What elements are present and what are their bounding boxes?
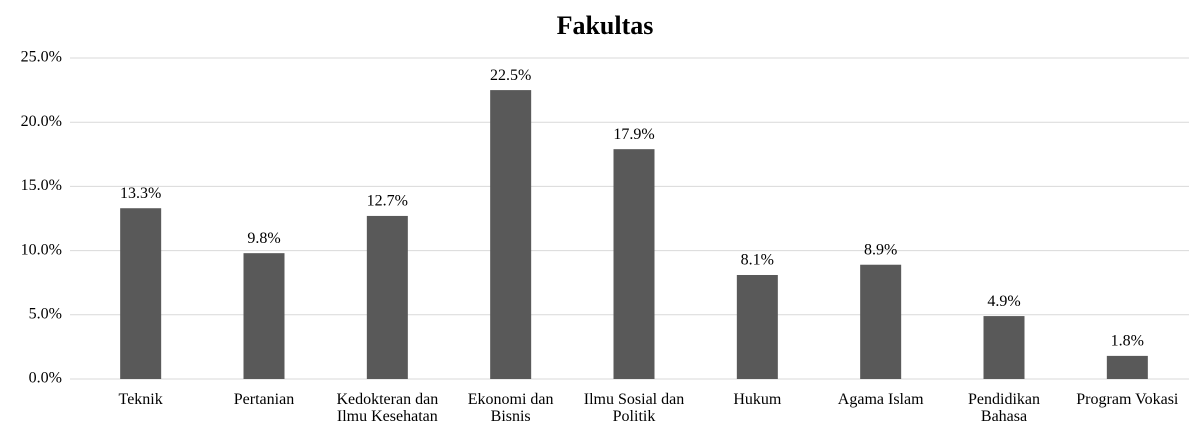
bar [860,264,902,379]
data-label: 9.8% [247,230,280,247]
x-tick-label: Pendidikan Bahasa [968,391,1040,425]
data-label: 22.5% [490,67,531,84]
chart-title: Fakultas [557,11,654,40]
y-tick-label: 5.0% [29,305,62,322]
data-label: 4.9% [987,293,1020,310]
x-tick-label: Ekonomi dan Bisnis [467,391,554,425]
bar [613,149,655,379]
bar [243,253,285,379]
x-tick-label: Pertanian [233,391,295,408]
data-label: 1.8% [1111,333,1144,350]
x-tick-label: Program Vokasi [1076,391,1179,408]
x-tick-label: Hukum [733,391,782,408]
bar [120,208,162,379]
bar [736,274,778,379]
data-label: 8.1% [741,252,774,269]
x-tick-label: Kedokteran dan Ilmu Kesehatan [336,391,439,425]
y-tick-label: 25.0% [21,49,62,66]
bar [983,316,1025,379]
y-tick-label: 10.0% [21,241,62,258]
bar [490,90,532,379]
data-label: 13.3% [120,185,161,202]
y-tick-label: 0.0% [29,370,62,387]
x-tick-label: Ilmu Sosial dan Politik [583,391,685,425]
bar [366,215,408,379]
data-label: 12.7% [367,193,408,210]
x-tick-label: Agama Islam [837,391,924,408]
x-tick-label: Teknik [118,391,163,408]
y-tick-label: 20.0% [21,113,62,130]
data-label: 17.9% [613,126,654,143]
bar [1106,355,1148,379]
data-label: 8.9% [864,241,897,258]
y-tick-label: 15.0% [21,177,62,194]
